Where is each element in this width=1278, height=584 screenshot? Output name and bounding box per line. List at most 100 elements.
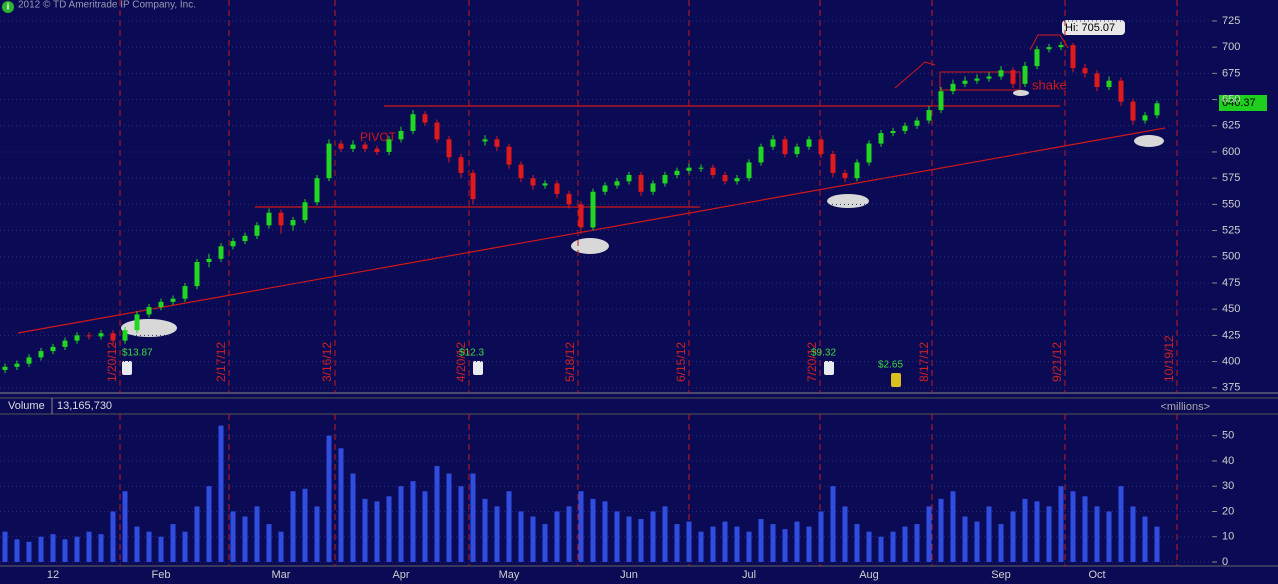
volume-bar xyxy=(602,501,608,562)
volume-bar xyxy=(518,511,524,562)
candle-body xyxy=(902,125,908,131)
volume-bar xyxy=(446,473,452,562)
event-icon xyxy=(122,361,132,375)
volume-bar xyxy=(1082,496,1088,562)
y-tick-label: 425 xyxy=(1222,329,1240,341)
last-price-box xyxy=(1219,95,1267,111)
candle-body xyxy=(506,146,512,165)
volume-bar xyxy=(566,506,572,562)
event-label: $12.3 xyxy=(459,348,484,359)
candle-body xyxy=(518,164,524,179)
candle-body xyxy=(614,181,620,186)
volume-title: Volume xyxy=(8,400,45,412)
volume-bar xyxy=(470,473,476,562)
candle-body xyxy=(230,241,236,247)
candle-body xyxy=(314,178,320,203)
x-tick-label: Jun xyxy=(620,569,638,581)
volume-bar xyxy=(26,541,32,562)
volume-bar xyxy=(326,435,332,562)
volume-bar xyxy=(494,506,500,562)
expiration-label: 10/19/12 xyxy=(1162,335,1176,382)
volume-bar xyxy=(278,531,284,562)
candle-body xyxy=(890,131,896,134)
candle-body xyxy=(242,235,248,242)
volume-bar xyxy=(950,491,956,562)
volume-bar xyxy=(38,536,44,562)
candle-body xyxy=(866,143,872,163)
candle-body xyxy=(446,139,452,158)
volume-bar xyxy=(1022,498,1028,562)
highlight-ellipse xyxy=(827,194,869,208)
y-tick-label: 20 xyxy=(1222,505,1234,517)
volume-bar xyxy=(998,524,1004,562)
candle-body xyxy=(422,114,428,123)
volume-bar xyxy=(50,534,56,562)
x-tick-label: Jul xyxy=(742,569,756,581)
volume-bar xyxy=(1142,516,1148,562)
candle-body xyxy=(542,183,548,186)
volume-bar xyxy=(590,498,596,562)
volume-bar xyxy=(830,486,836,562)
volume-bar xyxy=(398,486,404,562)
volume-bar xyxy=(170,524,176,562)
candle-body xyxy=(494,139,500,147)
candle-body xyxy=(830,154,836,173)
volume-bar xyxy=(866,531,872,562)
candle-body xyxy=(74,335,80,341)
candle-body xyxy=(566,193,572,205)
y-tick-label: 700 xyxy=(1222,41,1240,53)
event-label: $13.87 xyxy=(122,348,153,359)
highlight-ellipse xyxy=(121,319,177,337)
candle-body xyxy=(362,144,368,149)
volume-bar xyxy=(386,496,392,562)
volume-bar xyxy=(134,526,140,562)
candle-body xyxy=(110,333,116,341)
candle-body xyxy=(434,122,440,140)
candle-body xyxy=(290,220,296,226)
y-tick-label: 40 xyxy=(1222,455,1234,467)
volume-bar xyxy=(422,491,428,562)
candle-body xyxy=(1046,47,1052,50)
candle-body xyxy=(698,167,704,169)
volume-bar xyxy=(806,526,812,562)
volume-bar xyxy=(74,536,80,562)
candle-body xyxy=(950,83,956,92)
candle-body xyxy=(686,167,692,171)
volume-bar xyxy=(890,531,896,562)
volume-bar xyxy=(434,466,440,562)
candle-body xyxy=(470,172,476,200)
volume-bar xyxy=(1106,511,1112,562)
drawn-box xyxy=(939,71,1021,91)
expiration-label: 6/15/12 xyxy=(674,342,688,382)
candle-body xyxy=(638,175,644,192)
volume-bar xyxy=(1046,506,1052,562)
info-icon-glyph: i xyxy=(7,1,10,11)
volume-bar xyxy=(794,521,800,562)
candle-body xyxy=(206,258,212,262)
candle-body xyxy=(986,76,992,79)
event-label: $9.32 xyxy=(811,348,836,359)
highlight-ellipse xyxy=(1134,135,1164,147)
volume-bar xyxy=(698,531,704,562)
volume-bar xyxy=(986,506,992,562)
candle-body xyxy=(458,157,464,173)
volume-bar xyxy=(374,501,380,562)
y-tick-label: 0 xyxy=(1222,556,1228,568)
volume-bar xyxy=(626,516,632,562)
y-tick-label: 625 xyxy=(1222,120,1240,132)
volume-bar xyxy=(338,448,344,562)
volume-bar xyxy=(206,486,212,562)
info-icon[interactable] xyxy=(2,1,14,13)
volume-bar xyxy=(1034,501,1040,562)
highlight-ellipse xyxy=(1013,90,1029,96)
candle-body xyxy=(974,78,980,81)
expiration-label: 9/21/12 xyxy=(1050,342,1064,382)
x-tick-label: May xyxy=(499,569,520,581)
volume-bar xyxy=(818,511,824,562)
volume-bar xyxy=(122,491,128,562)
volume-bar xyxy=(674,524,680,562)
volume-bar xyxy=(1010,511,1016,562)
candle-body xyxy=(650,183,656,192)
volume-bar xyxy=(554,511,560,562)
candle-body xyxy=(182,286,188,299)
